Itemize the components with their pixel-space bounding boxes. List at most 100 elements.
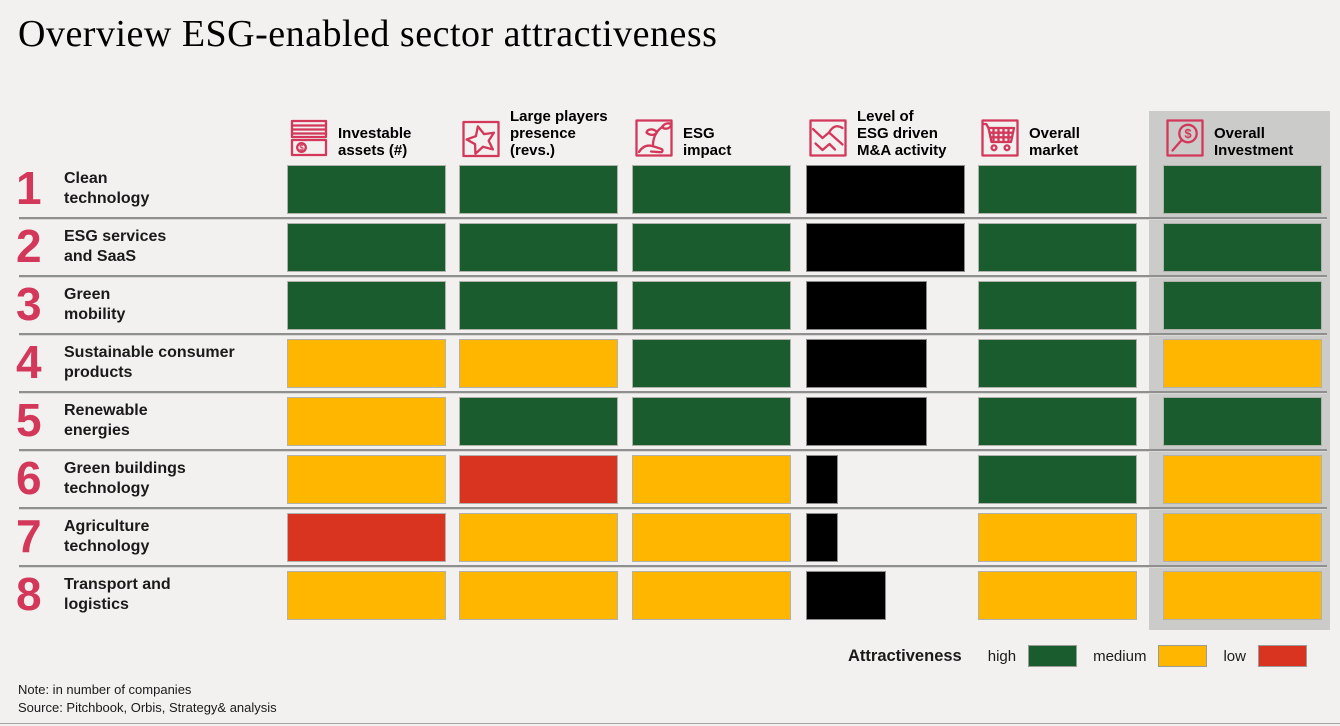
legend-item-label: medium xyxy=(1093,647,1147,665)
rating-cell-overall_investment xyxy=(1163,513,1322,562)
column-header-overall_investment: $ Overall Investment xyxy=(1163,96,1339,160)
footnotes: Note: in number of companies Source: Pit… xyxy=(18,681,277,717)
row-sector-label: Sustainable consumer products xyxy=(64,344,235,381)
row-sector-label: Green buildings technology xyxy=(64,460,186,497)
rating-cell-investable_assets xyxy=(287,223,446,272)
row-rank: 4 xyxy=(16,336,42,388)
rating-cell-esg_impact xyxy=(632,165,791,214)
row-divider xyxy=(19,217,1327,220)
row-sector-label: Clean technology xyxy=(64,170,150,207)
row-sector-label: Transport and logistics xyxy=(64,576,171,613)
svg-text:$: $ xyxy=(1184,126,1192,141)
legend-swatch-low xyxy=(1257,645,1307,667)
rating-cell-large_players xyxy=(459,223,618,272)
ma-activity-bar xyxy=(806,339,927,388)
rating-cell-esg_impact xyxy=(632,397,791,446)
ma-activity-bar xyxy=(806,223,965,272)
rating-cell-esg_impact xyxy=(632,281,791,330)
rating-cell-investable_assets xyxy=(287,513,446,562)
column-header-label: Overall market xyxy=(1029,125,1080,159)
column-header-large_players: Large players presence (revs.) xyxy=(459,96,635,160)
banknotes-icon: $ xyxy=(287,116,331,160)
legend: Attractiveness high medium low xyxy=(848,643,1323,669)
legend-swatch-high xyxy=(1028,645,1078,667)
legend-item-label: low xyxy=(1223,647,1246,665)
row-divider xyxy=(19,565,1327,568)
ma-activity-cell xyxy=(806,513,965,562)
handshake-icon xyxy=(806,116,850,160)
row-rank: 2 xyxy=(16,220,42,272)
rating-cell-large_players xyxy=(459,455,618,504)
sprout-hand-icon xyxy=(632,116,676,160)
column-header-ma_activity: Level of ESG driven M&A activity xyxy=(806,96,982,160)
row-sector-label: Renewable energies xyxy=(64,402,148,439)
source-line: Source: Pitchbook, Orbis, Strategy& anal… xyxy=(18,700,277,715)
row-rank: 7 xyxy=(16,510,42,562)
rating-cell-overall_market xyxy=(978,455,1137,504)
rating-cell-overall_market xyxy=(978,513,1137,562)
rating-cell-investable_assets xyxy=(287,571,446,620)
row-divider xyxy=(19,275,1327,278)
rating-cell-overall_market xyxy=(978,281,1137,330)
ma-activity-cell xyxy=(806,397,965,446)
column-header-label: ESG impact xyxy=(683,125,732,159)
rating-cell-overall_market xyxy=(978,397,1137,446)
ma-activity-bar xyxy=(806,165,965,214)
legend-swatch-medium xyxy=(1158,645,1208,667)
magnifier-dollar-icon: $ xyxy=(1163,116,1207,160)
ma-activity-bar xyxy=(806,513,838,562)
ma-activity-cell xyxy=(806,455,965,504)
row-divider xyxy=(19,449,1327,452)
legend-item-label: high xyxy=(987,647,1017,665)
star-icon xyxy=(459,116,503,160)
rating-cell-overall_investment xyxy=(1163,165,1322,214)
row-divider xyxy=(19,333,1327,336)
row-divider xyxy=(19,391,1327,394)
ma-activity-cell xyxy=(806,571,965,620)
rating-cell-esg_impact xyxy=(632,455,791,504)
column-header-label: Large players presence (revs.) xyxy=(510,108,608,159)
bottom-divider xyxy=(0,723,1340,724)
legend-item-low: low xyxy=(1223,645,1307,667)
rating-cell-investable_assets xyxy=(287,281,446,330)
row-rank: 3 xyxy=(16,278,42,330)
rating-cell-overall_investment xyxy=(1163,455,1322,504)
row-sector-label: Green mobility xyxy=(64,286,126,323)
rating-cell-overall_market xyxy=(978,165,1137,214)
row-rank: 5 xyxy=(16,394,42,446)
legend-items: high medium low xyxy=(988,645,1323,667)
ma-activity-bar xyxy=(806,397,927,446)
column-header-label: Overall Investment xyxy=(1214,125,1294,159)
rating-cell-investable_assets xyxy=(287,339,446,388)
rating-cell-overall_investment xyxy=(1163,281,1322,330)
rating-cell-overall_investment xyxy=(1163,571,1322,620)
ma-activity-cell xyxy=(806,339,965,388)
column-header-overall_market: Overall market xyxy=(978,96,1154,160)
cart-icon xyxy=(978,116,1022,160)
svg-text:$: $ xyxy=(299,143,304,152)
legend-item-medium: medium xyxy=(1093,645,1208,667)
rating-cell-esg_impact xyxy=(632,339,791,388)
column-header-label: Level of ESG driven M&A activity xyxy=(857,108,947,159)
rating-cell-large_players xyxy=(459,165,618,214)
rating-cell-large_players xyxy=(459,339,618,388)
rating-cell-overall_market xyxy=(978,571,1137,620)
row-rank: 8 xyxy=(16,568,42,620)
row-divider xyxy=(19,507,1327,510)
ma-activity-bar xyxy=(806,571,886,620)
note-line: Note: in number of companies xyxy=(18,682,192,697)
rating-cell-investable_assets xyxy=(287,165,446,214)
ma-activity-bar xyxy=(806,281,927,330)
rating-cell-overall_investment xyxy=(1163,397,1322,446)
rating-cell-large_players xyxy=(459,513,618,562)
row-sector-label: ESG services and SaaS xyxy=(64,228,167,265)
rating-cell-large_players xyxy=(459,571,618,620)
ma-activity-cell xyxy=(806,281,965,330)
legend-title: Attractiveness xyxy=(848,646,962,665)
rating-cell-investable_assets xyxy=(287,455,446,504)
rating-cell-large_players xyxy=(459,281,618,330)
rating-cell-investable_assets xyxy=(287,397,446,446)
column-header-label: Investable assets (#) xyxy=(338,125,412,159)
column-header-investable_assets: $ Investable assets (#) xyxy=(287,96,463,160)
